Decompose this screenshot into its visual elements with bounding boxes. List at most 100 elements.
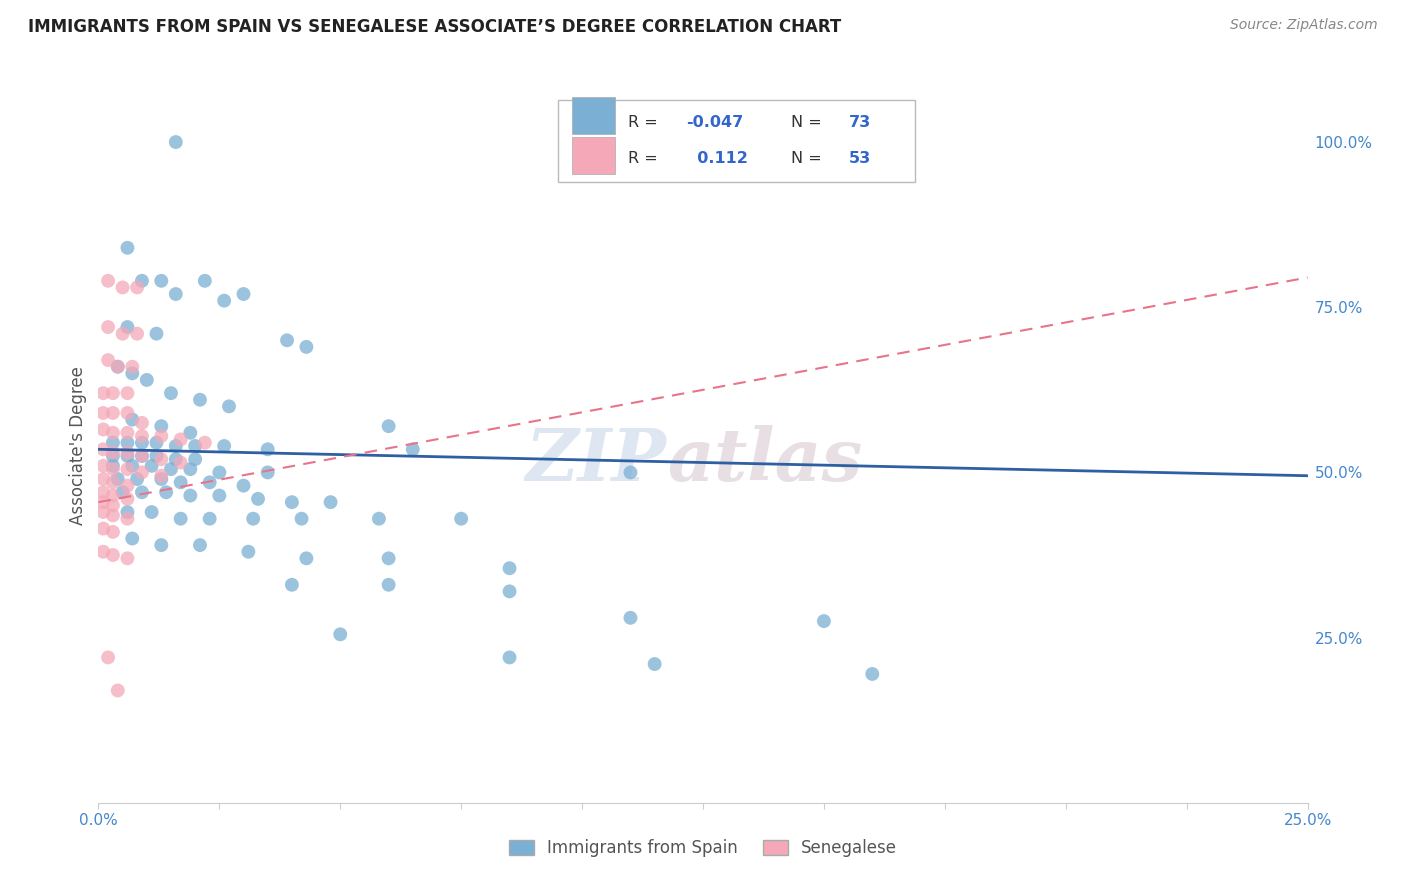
Point [377, 419, 399, 434]
Point [368, 511, 391, 525]
Point [101, 475, 124, 490]
Point [101, 445, 124, 459]
Point [107, 472, 129, 486]
Text: Source: ZipAtlas.com: Source: ZipAtlas.com [1230, 18, 1378, 32]
Point [498, 650, 520, 665]
Point [141, 458, 163, 473]
Point [179, 462, 201, 476]
Point [498, 561, 520, 575]
Point [150, 452, 173, 467]
Point [208, 489, 231, 503]
Legend: Immigrants from Spain, Senegalese: Immigrants from Spain, Senegalese [501, 831, 905, 866]
Point [107, 359, 129, 374]
Point [184, 452, 207, 467]
Point [91, 472, 114, 486]
Point [290, 511, 312, 525]
Text: atlas: atlas [666, 425, 862, 496]
Point [169, 475, 191, 490]
Point [117, 551, 139, 566]
Point [150, 419, 173, 434]
Point [281, 495, 304, 509]
Point [194, 274, 217, 288]
Point [179, 425, 201, 440]
Point [194, 435, 217, 450]
Point [111, 280, 134, 294]
Point [91, 406, 114, 420]
Point [117, 406, 139, 420]
Text: R =: R = [628, 115, 662, 130]
Point [329, 627, 352, 641]
Point [117, 445, 139, 459]
Point [165, 135, 187, 149]
Point [644, 657, 666, 671]
Point [247, 491, 270, 506]
Point [198, 475, 221, 490]
Point [198, 511, 221, 525]
FancyBboxPatch shape [572, 136, 614, 174]
Point [256, 466, 278, 480]
Point [150, 429, 173, 443]
Point [97, 274, 120, 288]
Point [101, 425, 124, 440]
Point [256, 442, 278, 457]
Point [145, 326, 167, 341]
Point [188, 392, 211, 407]
Point [150, 472, 173, 486]
Point [107, 359, 129, 374]
Point [141, 505, 163, 519]
Point [91, 522, 114, 536]
Point [117, 462, 139, 476]
Point [150, 468, 173, 483]
Point [101, 449, 124, 463]
Point [160, 462, 183, 476]
Point [101, 499, 124, 513]
Point [179, 489, 201, 503]
Point [160, 386, 183, 401]
Point [281, 578, 304, 592]
Point [117, 425, 139, 440]
Point [117, 449, 139, 463]
Point [184, 439, 207, 453]
Point [97, 320, 120, 334]
Point [212, 293, 235, 308]
Point [165, 439, 187, 453]
Point [127, 472, 149, 486]
Point [117, 320, 139, 334]
Point [101, 458, 124, 473]
Point [117, 435, 139, 450]
Point [111, 326, 134, 341]
Point [145, 449, 167, 463]
Text: 0.112: 0.112 [686, 152, 748, 167]
Point [135, 373, 157, 387]
Point [860, 667, 883, 681]
Point [131, 466, 153, 480]
Point [208, 466, 231, 480]
Point [150, 538, 173, 552]
Point [131, 449, 153, 463]
Point [107, 683, 129, 698]
Point [101, 462, 124, 476]
Point [101, 548, 124, 562]
Point [121, 359, 143, 374]
Point [212, 439, 235, 453]
Point [165, 287, 187, 301]
Point [127, 280, 149, 294]
Point [91, 485, 114, 500]
Point [91, 495, 114, 509]
Point [91, 422, 114, 436]
Point [91, 386, 114, 401]
Point [101, 489, 124, 503]
Text: 53: 53 [849, 152, 872, 167]
Point [131, 449, 153, 463]
Point [117, 505, 139, 519]
Text: -0.047: -0.047 [686, 115, 744, 130]
Point [111, 485, 134, 500]
Point [117, 511, 139, 525]
Point [121, 458, 143, 473]
Point [121, 367, 143, 381]
Point [377, 551, 399, 566]
Point [131, 435, 153, 450]
Point [169, 433, 191, 447]
Point [101, 386, 124, 401]
Point [131, 416, 153, 430]
